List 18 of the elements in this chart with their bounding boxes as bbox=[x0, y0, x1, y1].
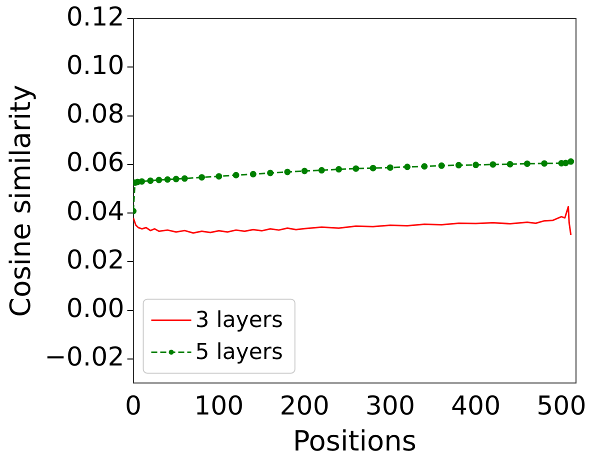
y-tick-label: 0.04 bbox=[66, 196, 124, 227]
legend-label: 3 layers bbox=[195, 308, 283, 333]
y-tick-label: 0.06 bbox=[66, 148, 124, 178]
x-tick-label: 100 bbox=[194, 392, 244, 422]
x-tick-label: 500 bbox=[536, 392, 586, 422]
y-axis-title: Cosine similarity bbox=[4, 84, 38, 317]
x-tick-label: 400 bbox=[450, 392, 501, 422]
y-tick-label: 0.02 bbox=[66, 245, 124, 276]
legend-label: 5 layers bbox=[195, 340, 283, 365]
y-tick-label: 0.08 bbox=[66, 100, 124, 130]
x-tick-label: 300 bbox=[365, 392, 415, 422]
x-tick-label: 0 bbox=[125, 392, 142, 422]
x-tick-label: 200 bbox=[280, 392, 330, 422]
y-tick-label: 0.12 bbox=[66, 2, 124, 32]
y-tick-label: −0.02 bbox=[44, 342, 124, 373]
y-tick-label: 0.00 bbox=[66, 294, 124, 324]
y-tick-label: 0.10 bbox=[66, 50, 124, 81]
x-axis-title: Positions bbox=[292, 424, 416, 458]
